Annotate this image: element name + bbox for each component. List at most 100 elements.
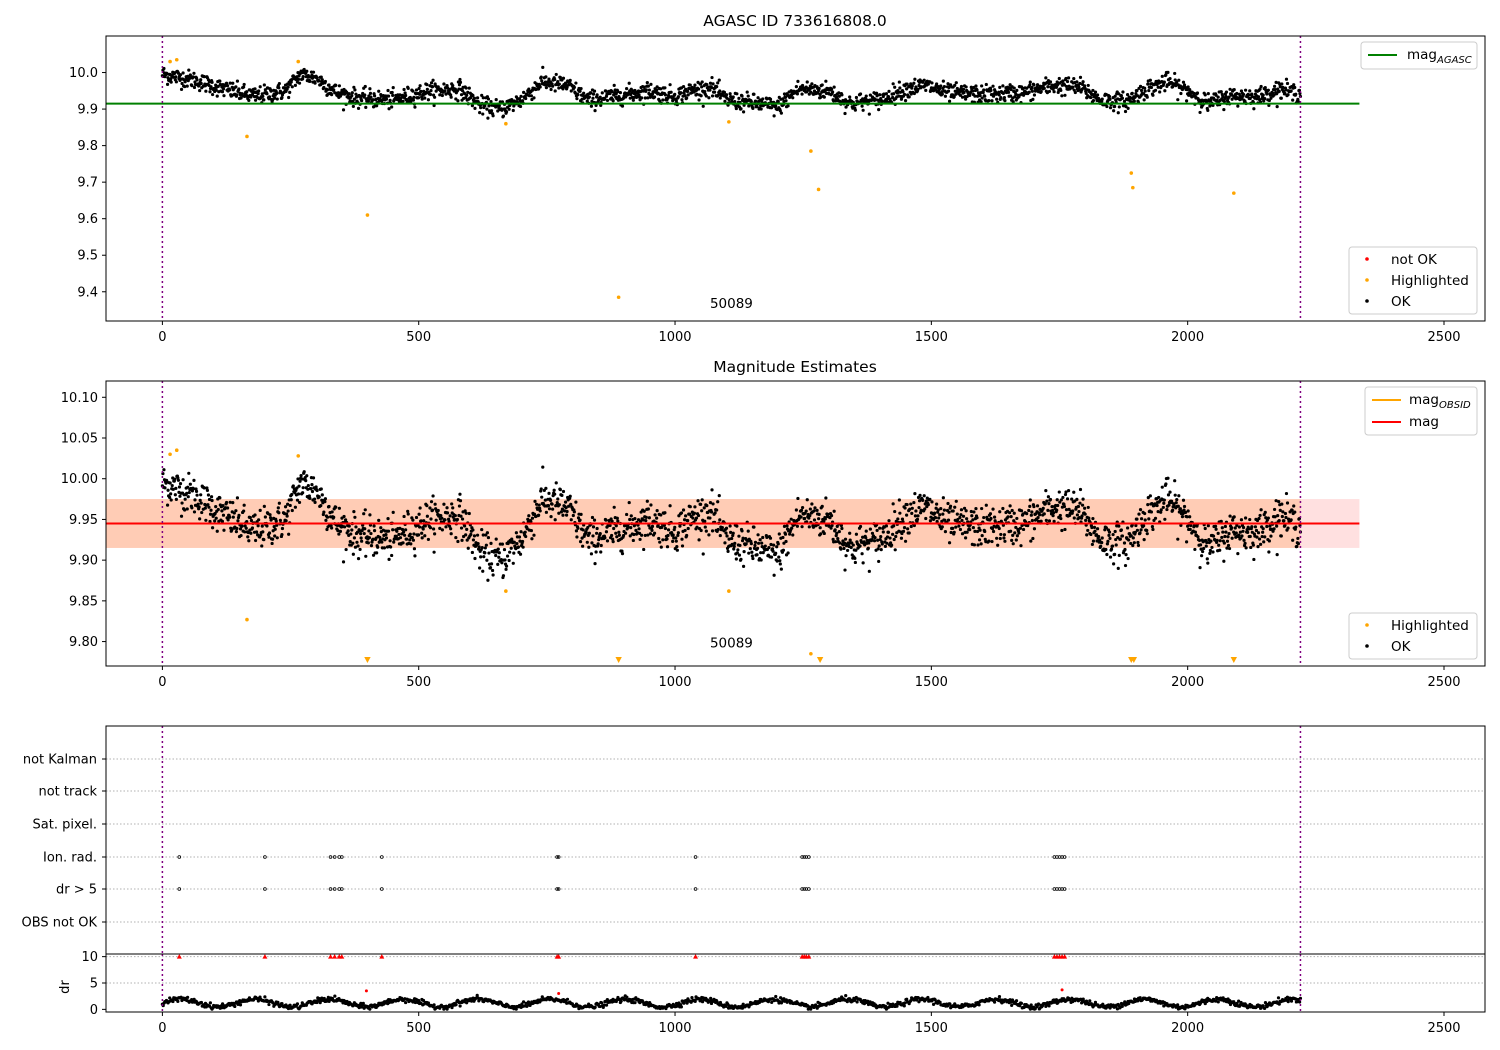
ok-point bbox=[727, 537, 731, 541]
ok-point bbox=[320, 493, 324, 497]
ok-point bbox=[359, 532, 363, 536]
ok-point bbox=[1062, 504, 1067, 509]
ok-point bbox=[858, 524, 863, 529]
ok-point bbox=[431, 78, 435, 82]
ok-point bbox=[425, 514, 429, 518]
ok-point bbox=[431, 494, 435, 498]
ok-point bbox=[735, 524, 739, 528]
ok-point bbox=[998, 85, 1002, 89]
ok-point bbox=[485, 107, 489, 111]
ok-point bbox=[178, 73, 183, 77]
ok-point bbox=[1263, 97, 1267, 101]
ok-point bbox=[253, 538, 258, 543]
ok-point bbox=[1230, 526, 1234, 530]
ok-point bbox=[700, 80, 704, 84]
ok-point bbox=[235, 93, 239, 97]
ok-point bbox=[1172, 503, 1176, 508]
ok-point bbox=[912, 81, 916, 85]
ok-point bbox=[1063, 492, 1068, 497]
ok-point bbox=[400, 527, 405, 532]
ok-point bbox=[817, 86, 821, 91]
ok-point bbox=[287, 532, 291, 536]
ok-point bbox=[569, 502, 573, 507]
ok-point bbox=[605, 98, 610, 103]
ok-point bbox=[1293, 510, 1297, 514]
ok-point bbox=[807, 516, 811, 520]
ok-point bbox=[497, 104, 501, 108]
ok-point bbox=[1108, 106, 1113, 110]
ok-point bbox=[908, 507, 912, 511]
ok-point bbox=[964, 536, 968, 540]
ok-point bbox=[980, 506, 984, 511]
ok-point bbox=[1051, 514, 1055, 518]
ok-point bbox=[886, 530, 891, 534]
y-tick-label: 9.9 bbox=[77, 103, 98, 118]
ok-point bbox=[989, 516, 993, 521]
ok-point bbox=[905, 513, 909, 517]
ok-point bbox=[242, 85, 246, 89]
ok-point bbox=[600, 91, 604, 95]
ok-point bbox=[580, 536, 584, 540]
ok-point bbox=[262, 504, 266, 508]
ok-point bbox=[270, 541, 274, 546]
dr-point bbox=[208, 1001, 212, 1005]
ok-point bbox=[472, 534, 477, 538]
ok-point bbox=[1295, 544, 1299, 549]
ok-point bbox=[936, 508, 940, 512]
ok-point bbox=[1071, 509, 1075, 513]
x-tick-label: 0 bbox=[158, 330, 166, 345]
ok-point bbox=[1238, 530, 1243, 534]
ok-point bbox=[459, 514, 463, 518]
ok-point bbox=[1237, 533, 1241, 537]
ok-point bbox=[486, 578, 490, 582]
ok-point bbox=[1236, 104, 1240, 108]
ok-point bbox=[912, 500, 916, 505]
ok-point bbox=[795, 524, 800, 528]
y-tick-label: 10.05 bbox=[61, 432, 98, 447]
ok-point bbox=[745, 90, 749, 94]
x-tick-label: 2500 bbox=[1427, 675, 1460, 690]
mag-agasc-legend-label: magAGASC bbox=[1407, 47, 1472, 66]
ok-point bbox=[975, 88, 979, 92]
ok-point bbox=[595, 531, 599, 535]
ok-point bbox=[611, 99, 615, 103]
dr-point bbox=[475, 993, 479, 998]
ok-point bbox=[933, 516, 938, 520]
ok-point bbox=[352, 97, 356, 101]
ok-point bbox=[1025, 512, 1029, 516]
ok-point bbox=[334, 505, 338, 509]
ok-point bbox=[723, 541, 727, 545]
ok-point bbox=[296, 492, 301, 496]
ok-point bbox=[1084, 518, 1088, 522]
ok-point bbox=[1066, 489, 1071, 493]
ok-point bbox=[480, 527, 484, 532]
ok-point bbox=[685, 96, 689, 100]
ok-point bbox=[1078, 501, 1082, 505]
ok-point bbox=[320, 78, 324, 82]
ok-point bbox=[674, 98, 678, 103]
ok-point bbox=[1047, 519, 1052, 523]
ok-point bbox=[551, 507, 555, 511]
ok-point bbox=[402, 87, 406, 92]
ok-point bbox=[401, 530, 406, 534]
ok-point bbox=[983, 529, 987, 534]
highlighted-point bbox=[504, 589, 508, 593]
ok-point bbox=[879, 535, 883, 539]
ok-point bbox=[674, 539, 678, 543]
ok-point bbox=[1142, 524, 1146, 528]
ok-point bbox=[604, 518, 608, 522]
ok-point bbox=[608, 523, 612, 528]
ok-point bbox=[864, 94, 868, 98]
ok-point bbox=[1046, 495, 1051, 499]
flag-point bbox=[177, 887, 182, 891]
ok-point bbox=[454, 535, 458, 540]
ok-point bbox=[1092, 525, 1097, 529]
ok-point bbox=[716, 93, 720, 97]
ok-point bbox=[940, 525, 944, 529]
ok-point bbox=[489, 99, 493, 104]
ok-point bbox=[905, 87, 909, 91]
ok-point bbox=[434, 89, 438, 93]
ok-point bbox=[413, 105, 417, 109]
ok-point bbox=[901, 90, 905, 94]
ok-point bbox=[589, 552, 594, 556]
